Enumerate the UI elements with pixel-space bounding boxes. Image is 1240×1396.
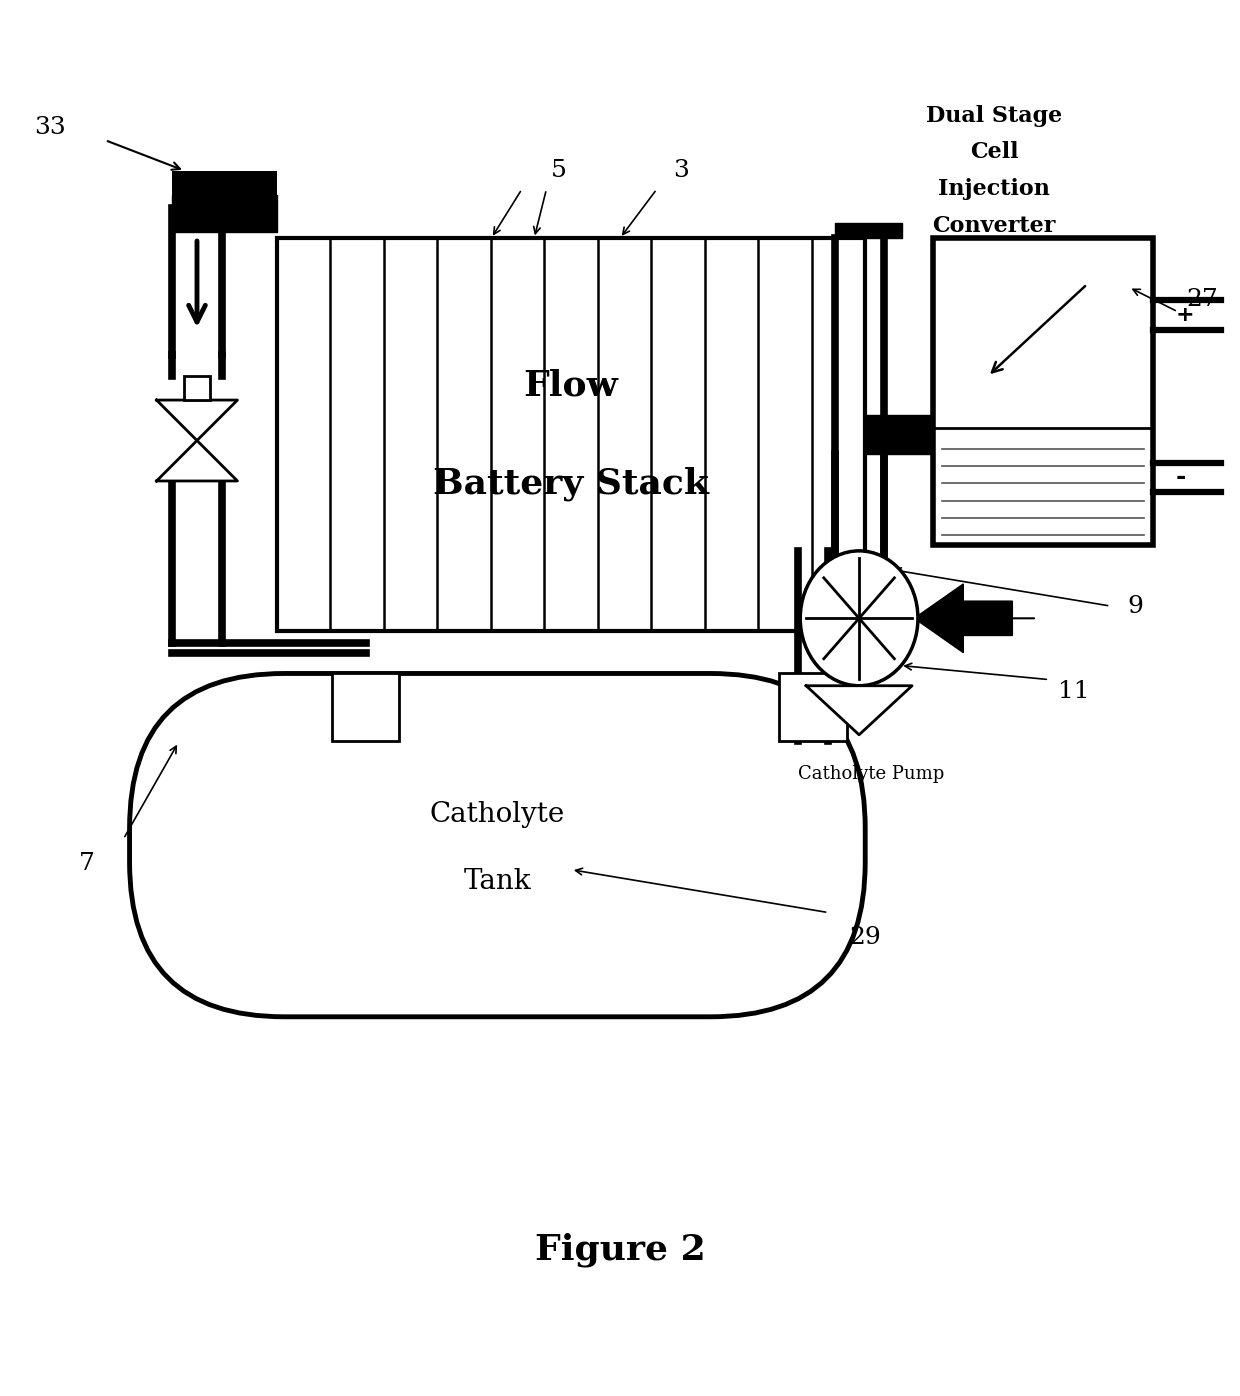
Bar <box>332 673 399 741</box>
Text: Cell: Cell <box>970 141 1018 163</box>
Text: 5: 5 <box>551 159 567 183</box>
Text: Catholyte: Catholyte <box>430 801 565 828</box>
Text: Dual Stage: Dual Stage <box>926 105 1063 127</box>
Text: 7: 7 <box>78 852 94 875</box>
Text: 29: 29 <box>849 926 882 949</box>
Bar <box>172 170 277 208</box>
Text: 3: 3 <box>673 159 689 183</box>
Text: Injection: Injection <box>937 179 1050 200</box>
Text: Tank: Tank <box>464 868 531 895</box>
Text: -: - <box>1176 465 1185 490</box>
Bar <box>932 239 1153 544</box>
Polygon shape <box>806 685 913 734</box>
Text: 33: 33 <box>33 116 66 140</box>
Polygon shape <box>914 584 1012 653</box>
Text: 11: 11 <box>1058 680 1090 704</box>
Text: Converter: Converter <box>932 215 1055 237</box>
Bar <box>184 376 211 401</box>
Ellipse shape <box>800 551 918 685</box>
Text: 27: 27 <box>1187 288 1218 311</box>
Text: Battery Stack: Battery Stack <box>433 466 709 501</box>
Text: Catholyte Pump: Catholyte Pump <box>799 765 945 783</box>
FancyBboxPatch shape <box>129 673 866 1016</box>
Polygon shape <box>156 401 237 441</box>
Text: Flow: Flow <box>523 369 619 402</box>
Text: +: + <box>1176 304 1194 325</box>
Bar <box>780 673 847 741</box>
Text: 9: 9 <box>1127 595 1143 617</box>
Text: Figure 2: Figure 2 <box>534 1233 706 1268</box>
Polygon shape <box>156 441 237 482</box>
Bar <box>277 239 866 631</box>
